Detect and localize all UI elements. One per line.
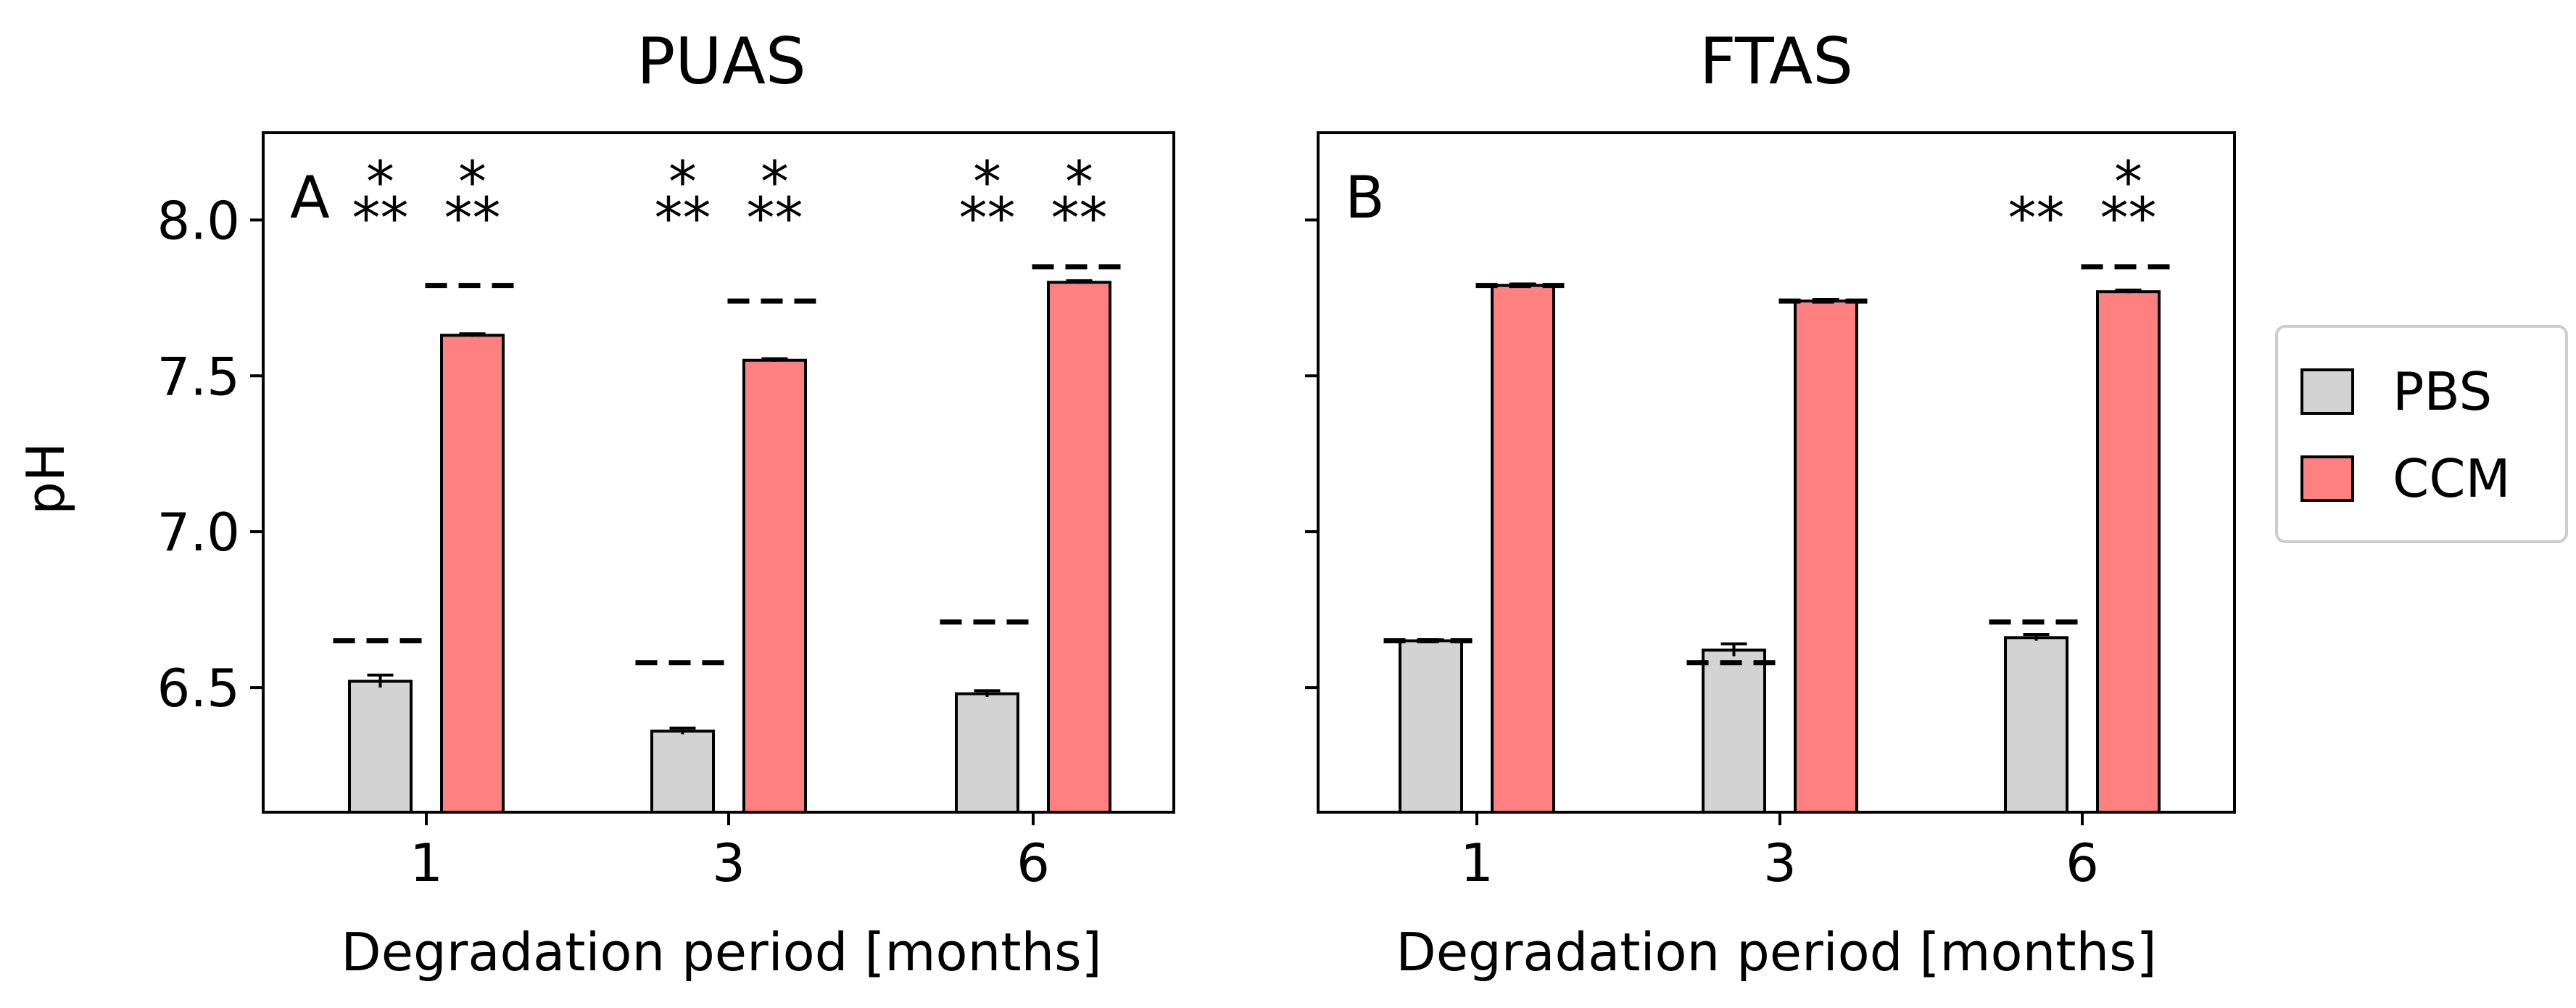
- significance-marker: ***: [352, 150, 409, 252]
- bar-a-pbs-3: [650, 730, 715, 814]
- bar-b-ccm-6: [2096, 290, 2161, 814]
- significance-marker: ***: [2100, 150, 2157, 252]
- significance-marker: ***: [747, 150, 803, 252]
- panel-b: FTAS Degradation period [months] B 1 3 6**…: [1305, 24, 2236, 983]
- legend-swatch-pbs: [2300, 368, 2354, 415]
- panel-a-letter: A: [290, 164, 330, 231]
- bar-b-pbs-1: [1399, 639, 1463, 814]
- bar-a-pbs-1: [348, 679, 413, 814]
- panel-a-xtick-label: 1: [410, 833, 443, 893]
- legend-swatch-ccm: [2300, 455, 2354, 502]
- panel-a: PUAS Degradation period [months] A 6.5 7.…: [157, 24, 1175, 983]
- significance-star-top: *: [2114, 150, 2142, 215]
- panel-a-marks: 6.57.07.58.01 3 6******************: [157, 150, 1127, 893]
- bar-b-pbs-3: [1702, 648, 1766, 814]
- significance-marker: **: [2008, 186, 2065, 252]
- panel-b-marks: 1 3 6*****: [1305, 150, 2176, 893]
- panel-b-x-axis-label: Degradation period [months]: [1396, 922, 2156, 983]
- bar-b-pbs-6: [2004, 636, 2068, 814]
- significance-star-bottom: **: [655, 186, 711, 252]
- legend-label-ccm: CCM: [2393, 448, 2511, 509]
- significance-star-bottom: **: [959, 186, 1016, 252]
- panel-a-xtick-label: 3: [712, 833, 745, 893]
- significance-marker: ***: [1051, 150, 1108, 252]
- panel-b-xtick-label: 6: [2066, 833, 2099, 893]
- panel-b-xtick-label: 3: [1763, 833, 1797, 893]
- legend-frame: [2275, 325, 2568, 543]
- panel-a-title: PUAS: [637, 24, 806, 99]
- legend-label-pbs: PBS: [2393, 361, 2492, 422]
- panel-b-xtick-label: 1: [1460, 833, 1494, 893]
- bar-a-pbs-6: [955, 692, 1019, 814]
- y-axis-label: pH: [15, 442, 76, 515]
- bar-a-ccm-1: [440, 334, 505, 814]
- significance-star-top: *: [668, 150, 697, 215]
- significance-star-bottom: **: [2008, 186, 2065, 252]
- significance-star-top: *: [366, 150, 394, 215]
- significance-marker: ***: [655, 150, 711, 252]
- significance-star-bottom: **: [352, 186, 409, 252]
- panel-b-letter: B: [1345, 164, 1385, 231]
- bar-b-ccm-1: [1491, 284, 1555, 814]
- bar-b-ccm-3: [1794, 299, 1858, 814]
- significance-star-top: *: [973, 150, 1001, 215]
- panel-a-ytick-label: 6.5: [157, 658, 240, 719]
- panel-b-title: FTAS: [1699, 24, 1853, 99]
- panel-a-xtick-label: 6: [1016, 833, 1050, 893]
- panel-a-ytick-label: 7.0: [157, 502, 240, 563]
- significance-star-bottom: **: [2100, 186, 2157, 252]
- panel-a-frame: [262, 131, 1175, 814]
- significance-star-bottom: **: [747, 186, 803, 252]
- significance-star-top: *: [1065, 150, 1093, 215]
- significance-star-bottom: **: [444, 186, 501, 252]
- significance-marker: ***: [959, 150, 1016, 252]
- panel-a-ytick-label: 7.5: [157, 346, 240, 407]
- significance-star-bottom: **: [1051, 186, 1108, 252]
- legend: PBS CCM: [2275, 325, 2568, 543]
- panel-b-frame: [1317, 131, 2236, 814]
- significance-star-top: *: [761, 150, 789, 215]
- significance-marker: ***: [444, 150, 501, 252]
- significance-star-top: *: [458, 150, 486, 215]
- panel-a-x-axis-label: Degradation period [months]: [341, 922, 1101, 983]
- bar-a-ccm-3: [742, 358, 807, 814]
- bar-a-ccm-6: [1047, 281, 1111, 814]
- panel-a-ytick-label: 8.0: [157, 190, 240, 251]
